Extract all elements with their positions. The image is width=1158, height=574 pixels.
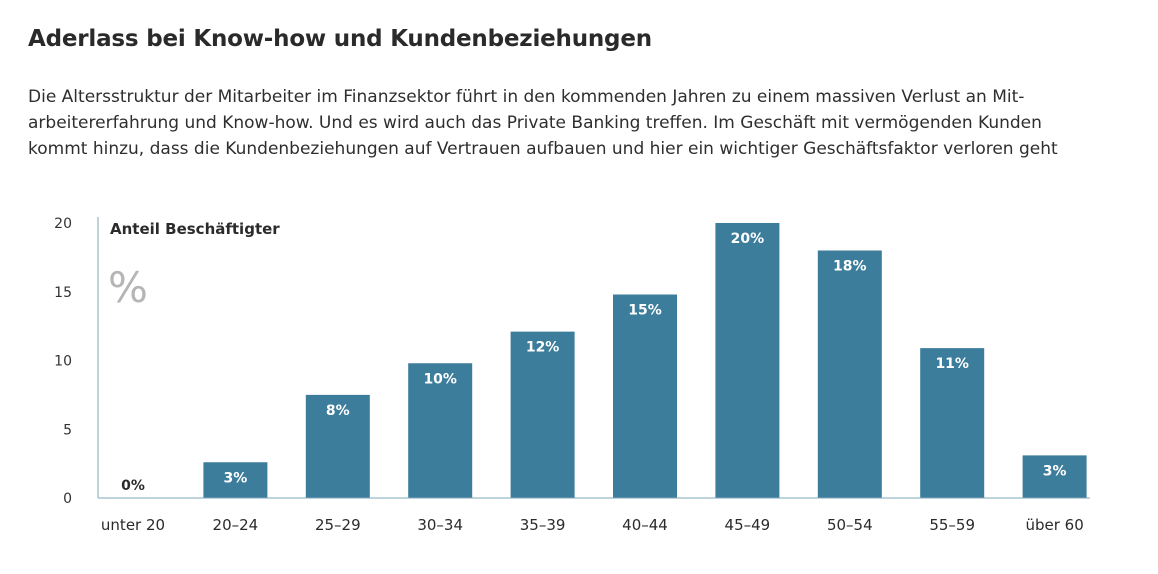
data-label: 8% xyxy=(326,403,350,419)
data-label: 0% xyxy=(121,478,145,494)
bar xyxy=(715,223,780,498)
chart-subtitle: Die Altersstruktur der Mitarbeiter im Fi… xyxy=(28,84,1153,162)
data-label: 20% xyxy=(731,231,765,247)
x-tick-label: 30–34 xyxy=(417,516,463,534)
bar xyxy=(510,331,575,498)
y-axis: 0 5 10 15 20 xyxy=(54,216,99,507)
bar xyxy=(1022,455,1087,498)
y-tick-label: 15 xyxy=(54,285,72,301)
chart-title: Aderlass bei Know-how und Kundenbeziehun… xyxy=(28,26,652,52)
data-label: 11% xyxy=(935,356,969,372)
subtitle-line-1: Die Altersstruktur der Mitarbeiter im Fi… xyxy=(28,87,1025,107)
bar xyxy=(613,294,677,498)
data-label: 3% xyxy=(1043,463,1067,479)
data-label: 10% xyxy=(423,371,457,387)
data-label: 12% xyxy=(526,340,560,356)
y-tick-label: 5 xyxy=(63,422,72,438)
x-tick-label: 35–39 xyxy=(520,516,566,534)
data-label: 3% xyxy=(224,470,248,486)
bar xyxy=(817,250,882,498)
subtitle-line-2: arbeitererfahrung und Know-how. Und es w… xyxy=(28,113,1042,133)
x-tick-label: 25–29 xyxy=(315,516,361,534)
x-tick-label: 45–49 xyxy=(725,516,771,534)
x-tick-label: 40–44 xyxy=(622,516,668,534)
bars: 0% 3% 8% 10% 12% 15% 20% 18% 11% 3% xyxy=(121,223,1087,498)
unit-symbol: % xyxy=(108,263,148,312)
bar xyxy=(408,363,473,498)
data-label: 15% xyxy=(628,303,662,319)
data-label: 18% xyxy=(833,259,867,275)
subtitle-line-3: kommt hinzu, dass die Kundenbeziehungen … xyxy=(28,139,1058,159)
x-axis: unter 20 20–24 25–29 30–34 35–39 40–44 45–49 50… xyxy=(98,497,1090,534)
x-tick-label: unter 20 xyxy=(101,516,165,534)
x-tick-label: 55–59 xyxy=(929,516,975,534)
bar xyxy=(305,394,370,498)
x-tick-label: 50–54 xyxy=(827,516,873,534)
bar xyxy=(203,462,268,498)
y-tick-label: 0 xyxy=(63,491,72,507)
x-tick-label: über 60 xyxy=(1025,516,1083,534)
y-tick-label: 20 xyxy=(54,216,72,232)
y-tick-label: 10 xyxy=(54,354,72,370)
bar xyxy=(920,348,985,498)
y-axis-title: Anteil Beschäftigter xyxy=(110,220,280,238)
x-tick-label: 20–24 xyxy=(213,516,259,534)
